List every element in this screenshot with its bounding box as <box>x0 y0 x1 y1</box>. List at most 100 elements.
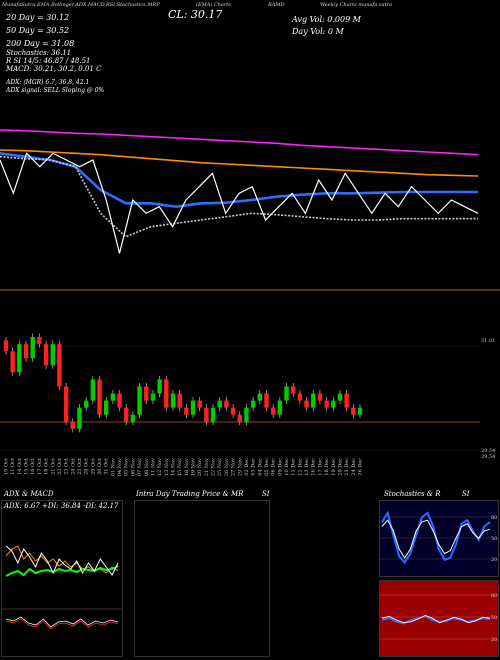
ema-chart <box>0 129 500 291</box>
x-tick-label: 20 Dec <box>337 458 343 476</box>
x-tick-label: 16 Dec <box>311 458 317 476</box>
x-tick-label: 24 Dec <box>351 458 357 476</box>
ticker-label: RAMD <box>268 2 285 8</box>
chart-title: MunafaSutra EMA,Bollinger,ADX,MACD,RSI,S… <box>2 2 160 8</box>
x-tick-label: 16 Oct <box>30 458 36 475</box>
candle-body <box>311 393 316 408</box>
candle-body <box>90 379 96 401</box>
title-left: MunafaSutra EMA,Bollinger,ADX,MACD,RSI,S… <box>2 2 160 8</box>
x-tick-label: 23 Dec <box>344 458 350 476</box>
ema200-label: 200 Day = 31.08 <box>6 39 75 48</box>
macd-line <box>5 616 119 628</box>
x-tick-label: 28 Oct <box>84 458 90 475</box>
x-tick-label: 11 Dec <box>291 458 297 476</box>
x-tick-label: 24 Oct <box>70 458 76 475</box>
x-tick-label: 13 Dec <box>304 458 310 476</box>
x-tick-label: 25 Nov <box>217 458 223 476</box>
x-tick-label: 06 Dec <box>271 458 277 476</box>
candle-body <box>103 400 109 415</box>
title-ema: (EMA) Charts <box>196 2 231 8</box>
day-vol-label: Day Vol: 0 M <box>292 27 344 36</box>
x-tick-label: 29 Oct <box>90 458 96 475</box>
x-tick-label: 20 Nov <box>197 458 203 476</box>
candle-body <box>177 393 182 408</box>
candle-body <box>291 386 296 394</box>
x-tick-label: 18 Nov <box>184 458 190 476</box>
candle-body <box>3 340 9 352</box>
x-tick-label: 14 Oct <box>17 458 23 475</box>
candle-body <box>43 344 49 366</box>
candle-body <box>50 344 55 366</box>
x-tick-label: 03 Dec <box>251 458 257 476</box>
stoch-panel-title: Stochastics & R <box>384 490 441 498</box>
x-tick-label: 21 Oct <box>50 458 56 475</box>
candle-body <box>170 393 176 408</box>
ema-line-200-day <box>0 129 479 156</box>
candle-body <box>237 414 242 422</box>
rsi-tick-20: 20 <box>491 637 497 643</box>
ema20-label: 20 Day = 30.12 <box>6 13 70 22</box>
x-tick-label: 17 Oct <box>37 458 43 475</box>
x-tick-label: 05 Dec <box>264 458 270 476</box>
x-tick-label: 29 Nov <box>237 458 243 476</box>
x-tick-label: 25 Oct <box>77 458 83 475</box>
stoch-svg: 80 50 20 <box>380 501 498 576</box>
adx-signal-label: ADX signal: SELL Sloping @ 0% <box>6 87 105 94</box>
candle-body <box>10 351 15 373</box>
adx-label: ADX: (MGR) 6.7, 36.8, 42.1 <box>6 79 90 86</box>
stoch-tick-50: 50 <box>491 536 497 542</box>
candle-body <box>331 400 336 408</box>
candle-body <box>324 400 329 408</box>
candle-body <box>264 393 269 408</box>
title-right: Weekly Charts munafa sutra <box>320 2 393 8</box>
candle-body <box>150 393 156 401</box>
macd-signal-line <box>5 618 119 630</box>
x-tick-label: 15 Nov <box>177 458 183 476</box>
x-tick-label: 19 Nov <box>191 458 197 476</box>
ema-line-price <box>0 152 479 254</box>
rsi-svg: 80 50 20 <box>380 581 498 656</box>
candle-body <box>357 407 363 415</box>
rsi-series-line <box>381 615 491 624</box>
candle-body <box>351 407 356 415</box>
adx-values: ADX: 6.67 +DI: 36.84 -DI: 42.17 <box>4 502 119 510</box>
candle-chart: 31.01 29.54 29.54 10 Oct 11 Oct 14 Oct 15 O… <box>0 333 495 476</box>
macd-label: MACD: 30.21, 30.2, 0.01 C <box>6 65 102 73</box>
candle-body <box>210 407 216 422</box>
candle-body <box>164 379 169 408</box>
x-tick-label: 01 Nov <box>110 458 116 476</box>
stoch-lines-group <box>381 510 491 565</box>
candle-body <box>117 393 122 408</box>
x-tick-label: 04 Nov <box>117 458 123 476</box>
ema50-label: 50 Day = 30.52 <box>6 26 70 35</box>
candle-body <box>30 337 35 359</box>
close-price: CL: 30.17 <box>168 8 223 21</box>
x-tick-label: 11 Oct <box>10 458 16 475</box>
x-tick-label: 26 Dec <box>358 458 364 476</box>
candle-body <box>63 386 69 422</box>
x-tick-label: 23 Oct <box>64 458 70 475</box>
stoch-tick-80: 80 <box>491 515 497 521</box>
candle-body <box>190 400 196 415</box>
candle-body <box>130 414 136 422</box>
x-axis-labels: 10 Oct 11 Oct 14 Oct 15 Oct 16 Oct 17 Oct 18 O… <box>4 458 364 476</box>
x-tick-label: 12 Nov <box>157 458 163 476</box>
intraday-panel-title: Intra Day Trading Price & MR <box>136 490 244 498</box>
x-tick-label: 13 Nov <box>164 458 170 476</box>
candle-body <box>224 400 229 408</box>
candle-body <box>304 400 309 408</box>
candles-group <box>3 333 363 433</box>
x-tick-label: 15 Oct <box>24 458 30 475</box>
stoch-si-label: SI <box>462 490 470 498</box>
adx-series-line <box>5 565 119 577</box>
ema-line-50-day <box>0 152 478 209</box>
x-tick-label: 09 Dec <box>277 458 283 476</box>
x-tick-label: 21 Nov <box>204 458 210 476</box>
candle-body <box>184 407 189 415</box>
candle-body <box>70 421 75 429</box>
ema-series-group <box>0 129 479 254</box>
candle-body <box>204 407 209 422</box>
x-tick-label: 07 Nov <box>137 458 143 476</box>
x-tick-label: 04 Dec <box>257 458 263 476</box>
stoch-tick-20: 20 <box>491 557 497 563</box>
